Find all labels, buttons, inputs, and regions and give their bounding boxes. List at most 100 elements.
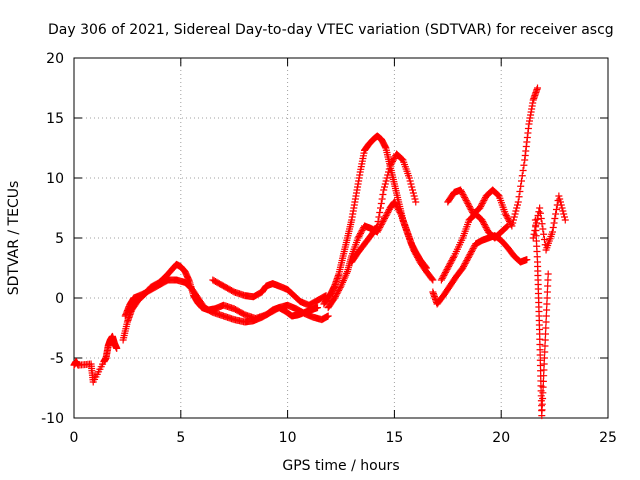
data-point (389, 158, 397, 165)
data-point (543, 294, 551, 302)
data-point (374, 218, 382, 225)
x-tick-label: 25 (599, 430, 617, 446)
data-point (441, 269, 449, 276)
data-point (385, 207, 393, 215)
y-tick-label: -5 (50, 351, 64, 367)
data-point (314, 304, 322, 312)
data-point (380, 186, 388, 194)
data-point (544, 270, 552, 278)
data-point (540, 366, 548, 374)
data-point (507, 221, 515, 228)
data-point (334, 288, 342, 296)
data-point (483, 225, 491, 233)
y-tick-label: 20 (46, 51, 64, 67)
data-point (405, 174, 413, 182)
data-point (552, 210, 560, 218)
data-point (481, 222, 489, 230)
data-point (466, 251, 474, 258)
data-point (517, 177, 525, 185)
data-point (464, 255, 472, 263)
data-point (548, 228, 556, 236)
series-rise-1 (320, 132, 430, 308)
data-point (541, 348, 549, 356)
data-point (386, 162, 394, 170)
data-point (544, 282, 552, 290)
data-point (542, 324, 550, 332)
data-point (514, 198, 522, 206)
data-point (458, 189, 466, 197)
data-point (503, 213, 511, 221)
data-point (385, 165, 393, 173)
data-point (534, 84, 542, 92)
data-point (477, 203, 485, 210)
series-arc-b (121, 276, 332, 326)
data-point (529, 234, 537, 242)
series-arc-c (209, 276, 330, 309)
data-point (478, 216, 486, 224)
data-point (410, 192, 418, 200)
chart-title: Day 306 of 2021, Sidereal Day-to-day VTE… (48, 22, 614, 38)
data-point (381, 183, 389, 191)
data-point (540, 230, 548, 238)
data-point (476, 204, 484, 212)
data-point (411, 195, 419, 203)
x-tick-label: 10 (279, 430, 297, 446)
data-point (503, 223, 511, 231)
data-point (398, 155, 406, 163)
data-point (378, 219, 386, 227)
data-point (375, 213, 383, 221)
data-point (542, 312, 550, 320)
data-point (542, 330, 550, 338)
data-point (414, 255, 422, 263)
data-point (408, 183, 416, 191)
data-point (396, 209, 404, 216)
data-point (376, 209, 384, 216)
data-point (465, 203, 473, 210)
data-point (412, 198, 420, 206)
data-point (543, 300, 551, 308)
data-point (520, 161, 528, 169)
data-point (559, 207, 567, 215)
data-points (70, 84, 569, 420)
data-point (406, 177, 414, 185)
data-point (465, 201, 473, 209)
data-point (463, 198, 471, 206)
data-point (459, 264, 467, 272)
data-point (535, 208, 543, 216)
grid (74, 58, 608, 418)
data-point (383, 174, 391, 182)
data-point (409, 186, 417, 194)
data-point (356, 230, 364, 237)
data-point (505, 218, 513, 225)
data-point (540, 236, 548, 243)
data-point (504, 215, 512, 222)
data-point (480, 197, 488, 204)
data-point (543, 306, 551, 314)
series-late-2 (444, 84, 542, 230)
data-point (449, 254, 457, 261)
data-point (395, 207, 403, 215)
data-point (539, 225, 547, 233)
data-point (467, 249, 475, 257)
data-point (519, 167, 527, 174)
data-point (358, 227, 366, 234)
data-point (392, 201, 400, 209)
data-point (494, 191, 502, 199)
data-point (394, 206, 402, 213)
data-point (504, 222, 512, 230)
series-spike (531, 216, 552, 420)
data-point (389, 156, 397, 164)
data-point (384, 171, 392, 179)
data-point (513, 204, 521, 212)
data-point (560, 213, 568, 221)
data-point (502, 224, 510, 231)
data-point (356, 231, 364, 239)
data-point (541, 342, 549, 350)
data-point (479, 198, 487, 206)
data-point (502, 212, 510, 219)
data-point (332, 291, 340, 299)
data-point (429, 276, 437, 284)
data-point (460, 263, 468, 270)
data-point (517, 182, 525, 190)
data-point (391, 200, 399, 207)
